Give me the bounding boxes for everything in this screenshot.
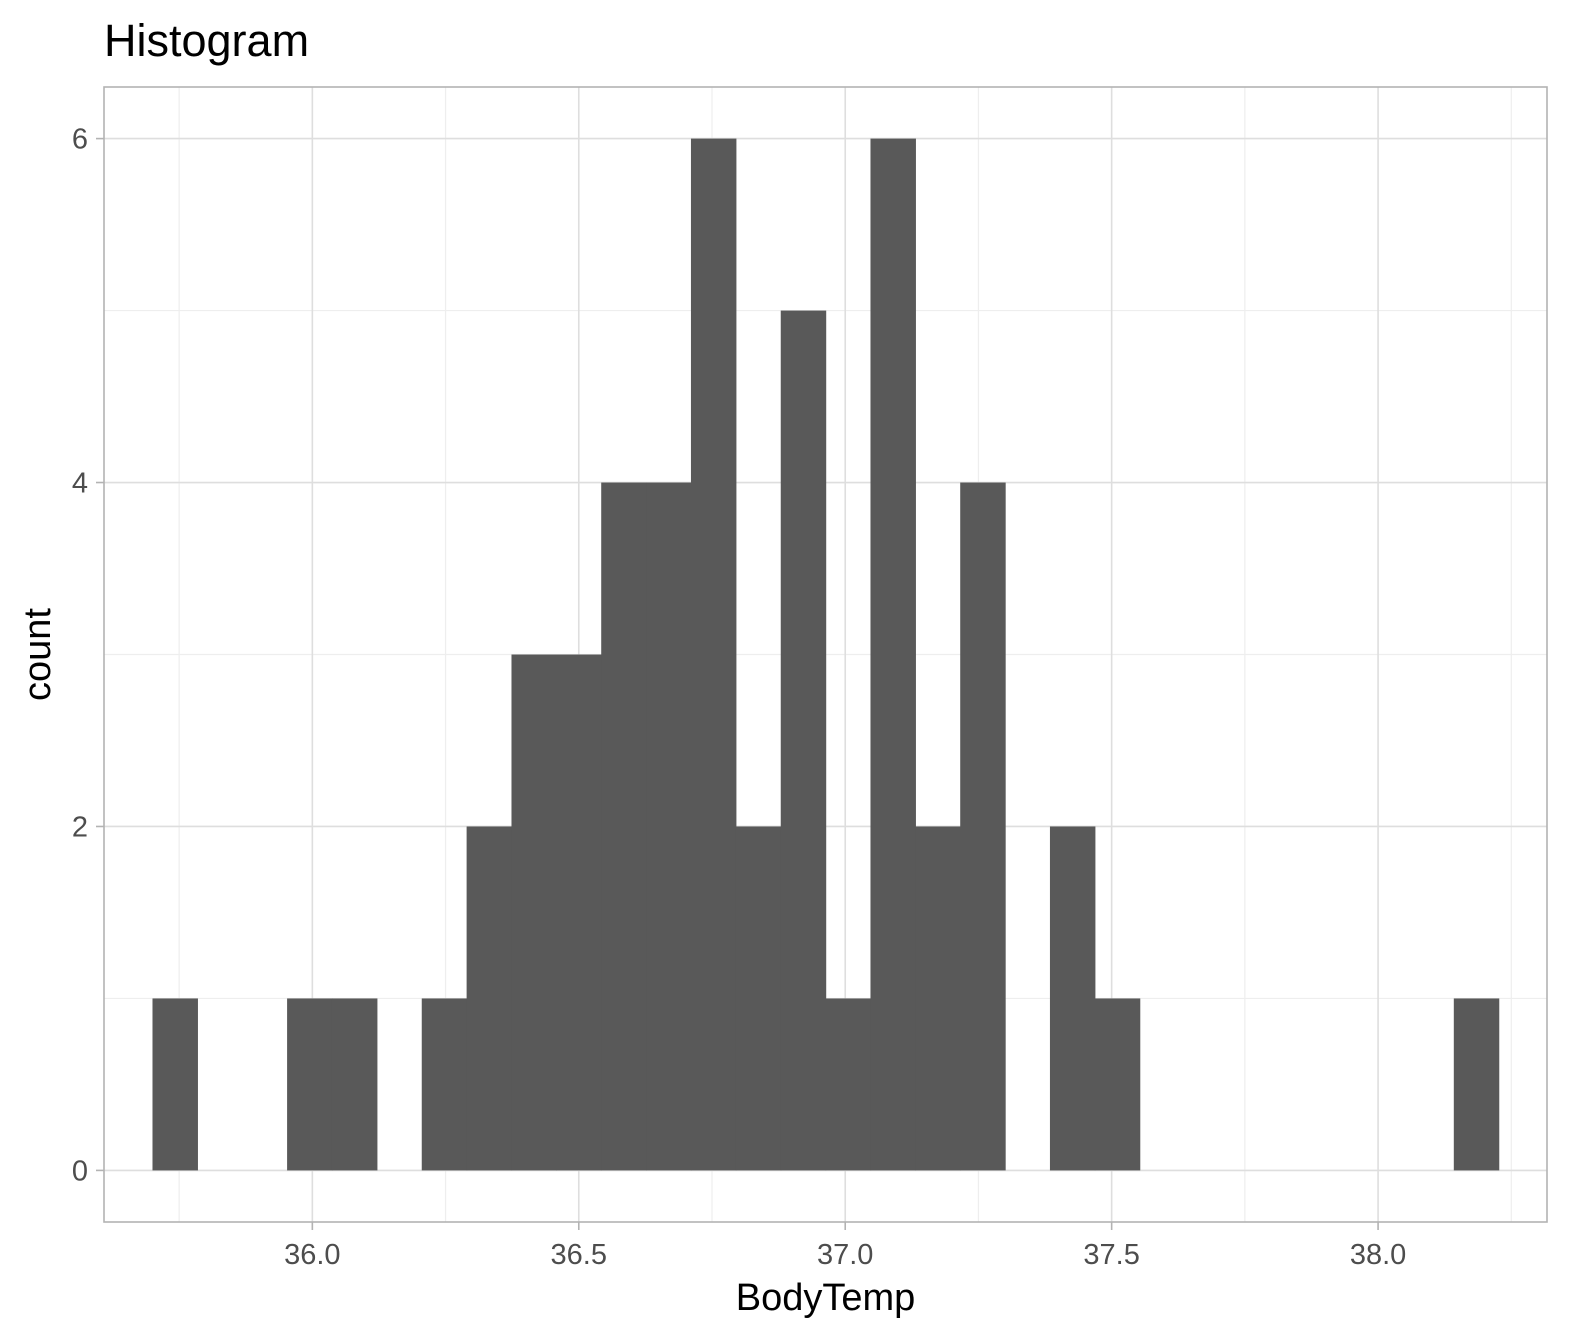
y-axis-ticks: 0 2 4 6	[72, 124, 104, 1187]
y-tick-label: 0	[72, 1155, 88, 1187]
y-tick-label: 2	[72, 811, 88, 843]
histogram-bar	[780, 310, 827, 1171]
histogram-bar	[1453, 998, 1500, 1171]
histogram-bar	[331, 998, 378, 1171]
histogram-bar	[601, 482, 647, 1171]
x-tick-label: 37.5	[1083, 1239, 1139, 1271]
histogram-bar	[287, 998, 333, 1171]
histogram-bar	[646, 482, 692, 1171]
histogram-bar	[1049, 826, 1096, 1171]
histogram-bar	[690, 138, 737, 1171]
histogram-bar	[960, 482, 1006, 1171]
panel-border	[103, 86, 1548, 1223]
x-tick-label: 36.5	[551, 1239, 607, 1271]
x-tick-label: 36.0	[284, 1239, 340, 1271]
x-tick-label: 37.0	[817, 1239, 873, 1271]
histogram-bar	[556, 654, 602, 1171]
y-tick-label: 6	[72, 124, 88, 156]
y-axis-label: count	[17, 608, 59, 701]
x-tick-label: 38.0	[1350, 1239, 1406, 1271]
x-axis-label: BodyTemp	[736, 1277, 916, 1319]
histogram-bar	[152, 998, 198, 1171]
histogram-bar	[870, 138, 916, 1171]
chart-title: Histogram	[104, 15, 309, 66]
histogram-bar	[735, 826, 782, 1171]
histogram-bar	[466, 826, 513, 1171]
histogram-bar	[1094, 998, 1141, 1171]
histogram-bar	[421, 998, 468, 1171]
y-tick-label: 4	[72, 468, 88, 500]
histogram-bar	[915, 826, 961, 1171]
histogram-bars	[152, 138, 1500, 1171]
histogram-bar	[825, 998, 872, 1171]
x-axis-ticks: 36.0 36.5 37.0 37.5 38.0	[284, 1222, 1406, 1271]
histogram-bar	[511, 654, 557, 1171]
